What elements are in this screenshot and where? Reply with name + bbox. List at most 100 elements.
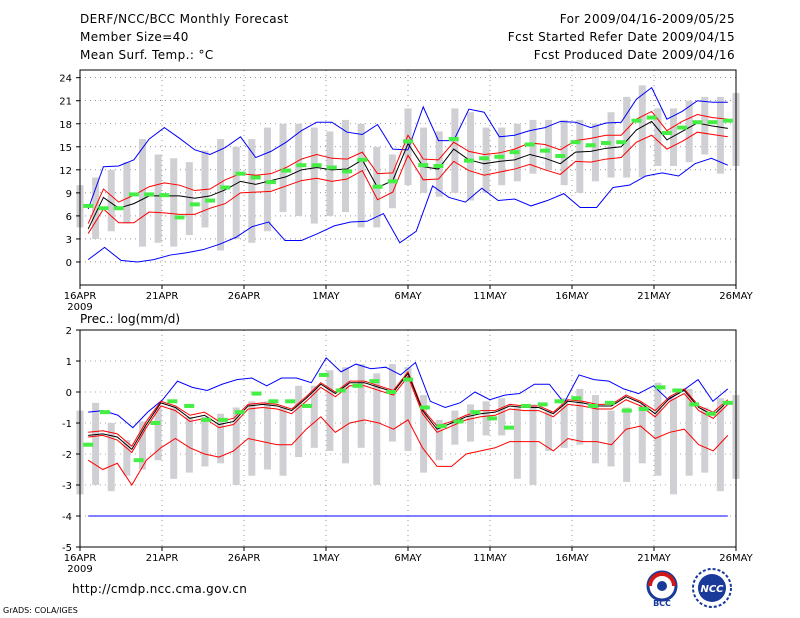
source-url[interactable]: http://cmdp.ncc.cma.gov.cn (72, 582, 248, 596)
obs-marker (265, 180, 276, 185)
spread-box (342, 367, 350, 464)
obs-marker (585, 143, 596, 148)
obs-marker (638, 407, 649, 412)
spread-box (560, 119, 568, 186)
x-tick-label: 6MAY (394, 553, 422, 564)
obs-marker (386, 390, 397, 394)
x-tick-label: 26MAY (719, 291, 753, 302)
x-tick-label: 21APR (146, 291, 179, 302)
spread-box (529, 119, 537, 174)
spread-box (529, 404, 537, 485)
obs-marker (453, 419, 464, 424)
y-tick-label: 1 (66, 357, 72, 368)
spread-box (701, 407, 709, 473)
upper_max-series-line (87, 86, 728, 210)
obs-marker (133, 458, 144, 463)
obs-marker (570, 140, 581, 145)
variable-label-prec: Prec.: log(mm/d) (80, 312, 180, 326)
spread-box (451, 108, 459, 193)
temperature-panel: 0 3 6 9 12 15 18 21 24 16APR 21APR 26APR 1MAY 6MAY 11M… (59, 69, 754, 313)
obs-marker (98, 206, 109, 211)
x-tick-label: 1MAY (312, 291, 340, 302)
y-tick-label: 24 (59, 74, 72, 85)
ncc-logo: NCC (692, 568, 732, 608)
spread-box (404, 367, 412, 451)
obs-marker (369, 379, 380, 384)
spread-box (560, 398, 568, 448)
spread-box (591, 395, 599, 464)
forecast-period: For 2009/04/16-2009/05/25 (559, 12, 735, 26)
y-tick-label: 0 (66, 258, 72, 269)
obs-marker (554, 399, 565, 404)
spread-box (138, 421, 146, 470)
obs-marker (220, 185, 231, 190)
spread-box (295, 385, 303, 458)
spread-box (310, 127, 318, 224)
spread-box (185, 416, 193, 473)
spread-box (217, 139, 225, 251)
spread-box (513, 407, 521, 479)
obs-marker (600, 140, 611, 145)
spread-box (638, 404, 646, 464)
spread-box (685, 100, 693, 163)
spread-box (545, 119, 553, 170)
obs-marker (689, 402, 700, 407)
obs-marker (672, 388, 683, 393)
obs-marker (661, 130, 672, 135)
spread-box (217, 413, 225, 464)
x-tick-label: 6MAY (394, 291, 422, 302)
obs-marker (403, 139, 413, 144)
obs-marker (604, 400, 615, 405)
x-tick-label: 11MAY (473, 291, 507, 302)
spread-box (92, 177, 100, 239)
max-series-line (88, 357, 729, 429)
obs-marker (509, 150, 520, 155)
obs-marker (167, 399, 178, 404)
obs-marker (571, 396, 582, 401)
spread-box (373, 373, 381, 485)
x-tick-label: 16MAY (555, 291, 589, 302)
y-tick-label: 2 (66, 326, 72, 337)
obs-marker (372, 184, 383, 189)
obs-marker (205, 198, 216, 203)
y-tick-label: -5 (62, 543, 72, 554)
obs-marker (494, 154, 505, 159)
spread-box (123, 162, 131, 224)
spread-box (654, 382, 662, 476)
obs-marker (268, 399, 279, 404)
x-tick-label: 26APR (228, 291, 261, 302)
fcst-produced-date: Fcst Produced Date 2009/04/16 (533, 48, 735, 62)
obs-marker (302, 403, 313, 408)
member-size-label: Member Size=40 (80, 30, 189, 44)
spread-box (466, 112, 474, 201)
obs-marker (677, 125, 688, 130)
spread-box (342, 119, 350, 213)
obs-marker (235, 171, 246, 176)
x-tick-label: 21APR (146, 553, 179, 564)
spread-box (107, 423, 115, 492)
spread-box (263, 401, 271, 470)
obs-marker (705, 411, 716, 416)
spread-box (92, 402, 100, 485)
spread-box (685, 388, 693, 476)
spread-box (576, 119, 584, 193)
ncc-logo-text: NCC (700, 584, 724, 595)
bcc-logo: BCC (646, 570, 678, 608)
spread-box (591, 123, 599, 182)
y-tick-label: -3 (62, 481, 72, 492)
x-year-label: 2009 (67, 564, 92, 575)
obs-marker (100, 410, 111, 415)
obs-marker (201, 417, 212, 422)
lower-series-line (88, 375, 729, 454)
obs-marker (342, 169, 353, 174)
y-tick-label: 6 (66, 212, 72, 223)
spread-box (248, 401, 256, 476)
spread-box (451, 410, 459, 445)
obs-marker (318, 372, 329, 377)
x-tick-label: 1MAY (312, 553, 340, 564)
x-tick-label: 26APR (228, 553, 261, 564)
obs-marker (159, 193, 170, 198)
y-tick-label: 15 (59, 143, 72, 154)
obs-marker (707, 120, 718, 125)
